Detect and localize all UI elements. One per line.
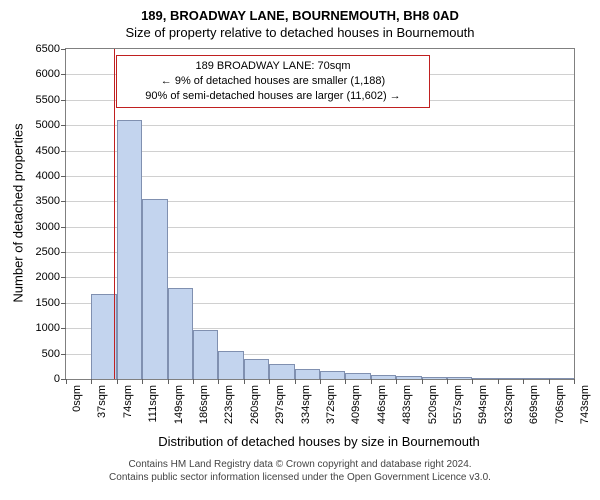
- x-tick-label: 223sqm: [223, 385, 235, 424]
- annotation-callout: 189 BROADWAY LANE: 70sqm← 9% of detached…: [116, 55, 430, 108]
- y-tick-label: 6500: [36, 43, 66, 55]
- x-tick-label: 334sqm: [300, 385, 312, 424]
- page-title: 189, BROADWAY LANE, BOURNEMOUTH, BH8 0AD: [0, 0, 600, 23]
- x-tick-label: 260sqm: [249, 385, 261, 424]
- y-tick-label: 2000: [36, 271, 66, 283]
- x-tick: [244, 379, 245, 384]
- histogram-bar: [320, 371, 345, 379]
- reference-line: [114, 49, 115, 379]
- histogram-bar: [345, 373, 370, 379]
- x-tick-label: 409sqm: [350, 385, 362, 424]
- x-tick-label: 520sqm: [427, 385, 439, 424]
- y-tick-label: 4000: [36, 170, 66, 182]
- x-tick: [345, 379, 346, 384]
- y-tick-label: 3000: [36, 221, 66, 233]
- y-tick-label: 500: [42, 348, 66, 360]
- histogram-bar: [168, 288, 193, 379]
- footer-line-1: Contains HM Land Registry data © Crown c…: [0, 458, 600, 471]
- y-tick-label: 4500: [36, 145, 66, 157]
- x-tick-label: 0sqm: [71, 385, 83, 412]
- x-tick: [269, 379, 270, 384]
- x-tick: [142, 379, 143, 384]
- x-tick-label: 372sqm: [325, 385, 337, 424]
- histogram-bar: [498, 378, 523, 379]
- x-tick: [218, 379, 219, 384]
- gridline: [66, 125, 574, 126]
- histogram-bar: [295, 369, 320, 379]
- histogram-bar: [117, 120, 142, 379]
- y-tick-label: 1000: [36, 322, 66, 334]
- histogram-bar: [142, 199, 167, 379]
- histogram-plot: 0500100015002000250030003500400045005000…: [65, 48, 575, 380]
- y-tick-label: 3500: [36, 195, 66, 207]
- x-tick: [117, 379, 118, 384]
- y-axis-label: Number of detached properties: [11, 123, 26, 302]
- x-tick: [447, 379, 448, 384]
- x-tick: [472, 379, 473, 384]
- x-tick: [549, 379, 550, 384]
- x-tick: [371, 379, 372, 384]
- histogram-bar: [422, 377, 447, 379]
- x-tick-label: 632sqm: [503, 385, 515, 424]
- x-tick: [193, 379, 194, 384]
- x-tick-label: 594sqm: [477, 385, 489, 424]
- y-tick-label: 5000: [36, 119, 66, 131]
- y-tick-label: 0: [54, 373, 66, 385]
- x-tick: [574, 379, 575, 384]
- page-subtitle: Size of property relative to detached ho…: [0, 23, 600, 40]
- x-tick: [422, 379, 423, 384]
- x-tick: [91, 379, 92, 384]
- x-tick: [66, 379, 67, 384]
- y-tick-label: 1500: [36, 297, 66, 309]
- x-tick-label: 149sqm: [173, 385, 185, 424]
- x-tick: [320, 379, 321, 384]
- x-tick-label: 706sqm: [554, 385, 566, 424]
- x-tick-label: 669sqm: [528, 385, 540, 424]
- histogram-bar: [218, 351, 243, 379]
- y-tick-label: 2500: [36, 246, 66, 258]
- footer-line-2: Contains public sector information licen…: [0, 471, 600, 484]
- x-tick-label: 557sqm: [452, 385, 464, 424]
- histogram-bar: [269, 364, 294, 379]
- footer-attribution: Contains HM Land Registry data © Crown c…: [0, 458, 600, 484]
- x-tick: [523, 379, 524, 384]
- x-tick-label: 186sqm: [198, 385, 210, 424]
- y-tick-label: 6000: [36, 68, 66, 80]
- x-tick-label: 111sqm: [147, 385, 159, 423]
- histogram-bar: [549, 378, 574, 379]
- gridline: [66, 151, 574, 152]
- x-tick-label: 483sqm: [401, 385, 413, 424]
- histogram-bar: [193, 330, 218, 379]
- x-tick: [498, 379, 499, 384]
- x-tick-label: 297sqm: [274, 385, 286, 424]
- histogram-bar: [447, 377, 472, 379]
- x-tick-label: 446sqm: [376, 385, 388, 424]
- histogram-bar: [472, 378, 497, 379]
- y-tick-label: 5500: [36, 94, 66, 106]
- histogram-bar: [396, 376, 421, 379]
- histogram-bar: [371, 375, 396, 379]
- x-tick-label: 743sqm: [579, 385, 591, 424]
- annotation-line: 90% of semi-detached houses are larger (…: [123, 89, 423, 104]
- histogram-bar: [244, 359, 269, 379]
- x-tick: [396, 379, 397, 384]
- x-axis-label: Distribution of detached houses by size …: [65, 434, 573, 449]
- x-tick: [168, 379, 169, 384]
- x-tick-label: 74sqm: [122, 385, 134, 418]
- annotation-line: ← 9% of detached houses are smaller (1,1…: [123, 74, 423, 89]
- histogram-bar: [523, 378, 548, 379]
- annotation-line: 189 BROADWAY LANE: 70sqm: [123, 59, 423, 74]
- x-tick: [295, 379, 296, 384]
- x-tick-label: 37sqm: [96, 385, 108, 418]
- gridline: [66, 176, 574, 177]
